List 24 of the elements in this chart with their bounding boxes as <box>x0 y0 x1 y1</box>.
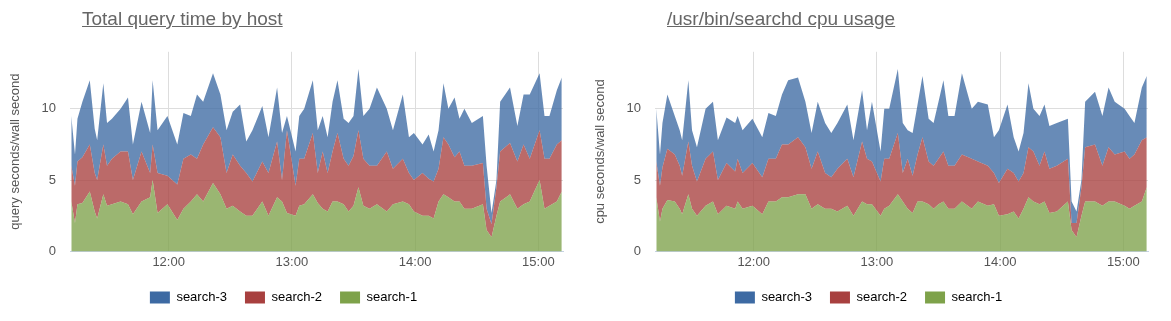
x-tick-label: 14:00 <box>983 253 1017 269</box>
x-tick-label: 13:00 <box>275 253 309 269</box>
y-tick-label: 5 <box>48 171 57 187</box>
legend-label: search-3 <box>761 289 812 305</box>
chart-title: Total query time by host <box>82 8 283 30</box>
chart-title: /usr/bin/searchd cpu usage <box>667 8 896 30</box>
y-tick-label: 5 <box>633 171 642 187</box>
y-tick-label: 10 <box>626 100 642 116</box>
x-tick-label: 13:00 <box>860 253 894 269</box>
y-axis-title: cpu seconds/wall second <box>592 79 608 224</box>
legend-label: search-2 <box>856 289 908 305</box>
y-tick-label: 0 <box>48 242 57 258</box>
x-tick-label: 12:00 <box>152 253 185 269</box>
x-tick-label: 14:00 <box>398 253 432 269</box>
y-tick-label: 10 <box>41 100 57 116</box>
legend-label: search-1 <box>951 289 1003 305</box>
x-tick-label: 15:00 <box>522 253 555 269</box>
y-axis-title: query seconds/wall second <box>7 73 23 230</box>
x-tick-label: 15:00 <box>1107 253 1140 269</box>
legend-label: search-3 <box>176 289 227 305</box>
y-tick-label: 0 <box>633 242 642 258</box>
legend-label: search-2 <box>271 289 323 305</box>
x-tick-label: 12:00 <box>737 253 770 269</box>
legend-label: search-1 <box>366 289 418 305</box>
